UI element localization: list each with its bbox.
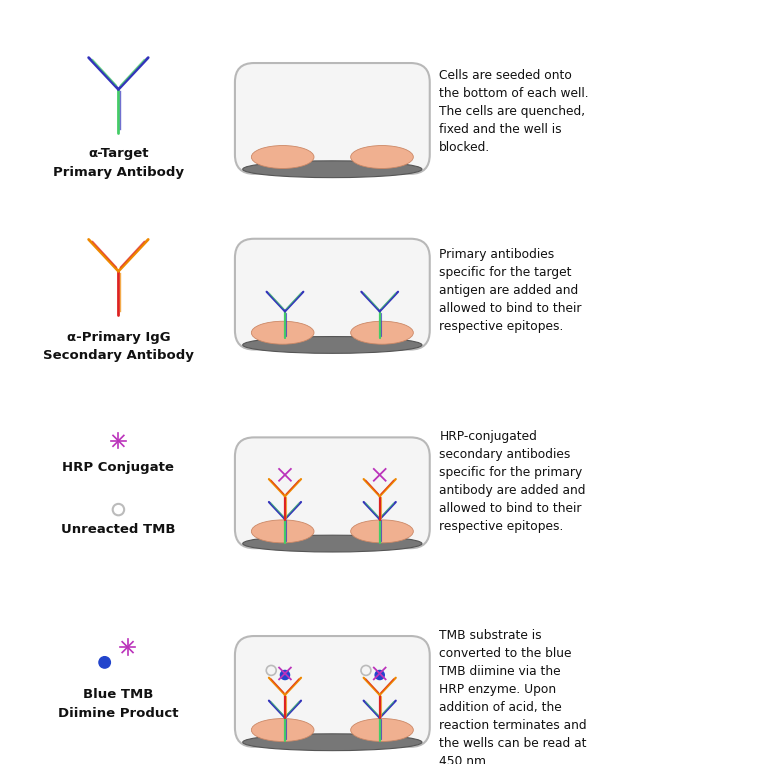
Text: Diimine Product: Diimine Product xyxy=(58,707,179,720)
Ellipse shape xyxy=(251,520,314,542)
Ellipse shape xyxy=(243,336,422,353)
Ellipse shape xyxy=(351,321,413,344)
Ellipse shape xyxy=(351,718,413,741)
Text: Blue TMB: Blue TMB xyxy=(83,688,154,701)
Text: Secondary Antibody: Secondary Antibody xyxy=(43,349,194,362)
Text: Primary Antibody: Primary Antibody xyxy=(53,166,184,179)
Text: HRP-conjugated
secondary antibodies
specific for the primary
antibody are added : HRP-conjugated secondary antibodies spec… xyxy=(439,430,586,533)
Ellipse shape xyxy=(375,671,384,680)
Ellipse shape xyxy=(243,535,422,552)
FancyBboxPatch shape xyxy=(235,437,429,549)
FancyBboxPatch shape xyxy=(235,63,429,174)
Ellipse shape xyxy=(351,520,413,542)
Ellipse shape xyxy=(251,718,314,741)
Text: Unreacted TMB: Unreacted TMB xyxy=(61,523,176,536)
Ellipse shape xyxy=(243,160,422,178)
Text: TMB substrate is
converted to the blue
TMB diimine via the
HRP enzyme. Upon
addi: TMB substrate is converted to the blue T… xyxy=(439,629,587,764)
Ellipse shape xyxy=(251,321,314,344)
Text: HRP Conjugate: HRP Conjugate xyxy=(63,461,174,474)
Text: α-Target: α-Target xyxy=(88,147,149,160)
Ellipse shape xyxy=(243,733,422,750)
FancyBboxPatch shape xyxy=(235,238,429,350)
Text: Primary antibodies
specific for the target
antigen are added and
allowed to bind: Primary antibodies specific for the targ… xyxy=(439,248,582,333)
FancyBboxPatch shape xyxy=(235,636,429,747)
Ellipse shape xyxy=(351,145,413,169)
Text: α-Primary IgG: α-Primary IgG xyxy=(66,331,170,344)
Ellipse shape xyxy=(251,145,314,169)
Text: Cells are seeded onto
the bottom of each well.
The cells are quenched,
fixed and: Cells are seeded onto the bottom of each… xyxy=(439,69,589,154)
Ellipse shape xyxy=(99,656,111,668)
Ellipse shape xyxy=(280,671,290,680)
